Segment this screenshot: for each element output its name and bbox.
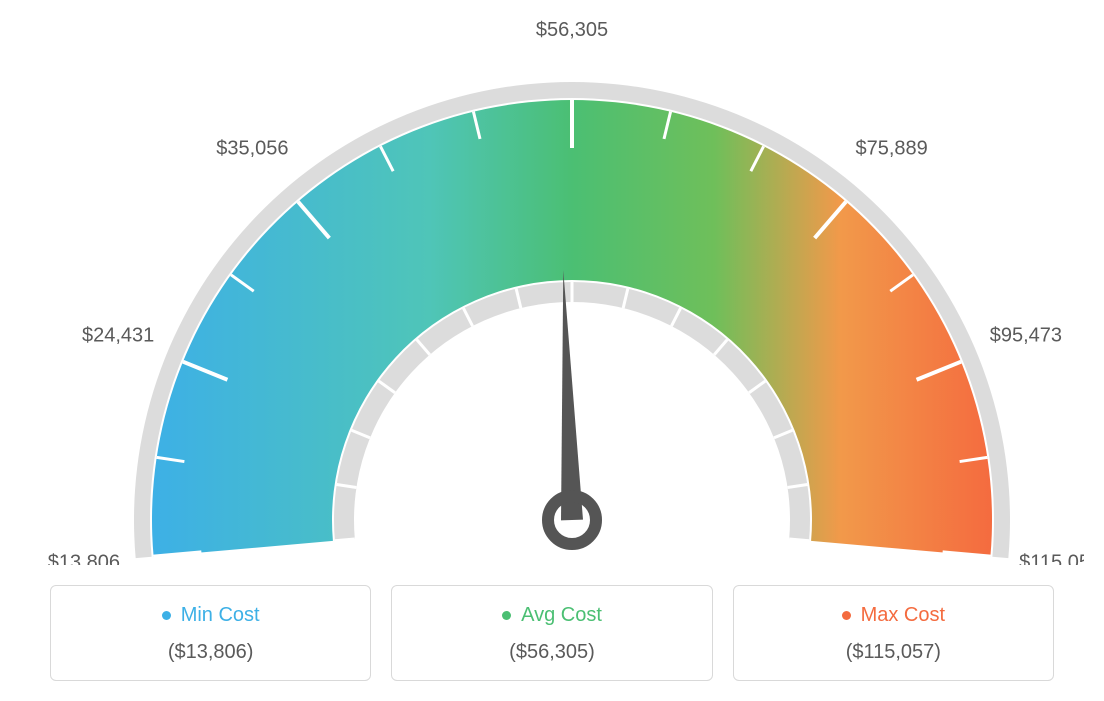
legend-card-avg: Avg Cost ($56,305) <box>391 585 712 681</box>
legend-dot-max <box>842 611 851 620</box>
svg-text:$24,431: $24,431 <box>82 324 154 346</box>
svg-text:$75,889: $75,889 <box>855 138 927 160</box>
legend-label-min: Min Cost <box>181 604 260 627</box>
legend-title-avg: Avg Cost <box>502 604 602 627</box>
legend-card-max: Max Cost ($115,057) <box>733 585 1054 681</box>
svg-text:$56,305: $56,305 <box>536 20 608 41</box>
legend-value-max: ($115,057) <box>744 641 1043 664</box>
legend-title-max: Max Cost <box>842 604 945 627</box>
gauge-chart: $13,806 $24,431 $35,056 $56,305 $75,889 $95,4… <box>20 20 1084 565</box>
legend-label-max: Max Cost <box>861 604 945 627</box>
svg-text:$115,057: $115,057 <box>1019 552 1084 565</box>
legend-label-avg: Avg Cost <box>521 604 602 627</box>
legend-card-min: Min Cost ($13,806) <box>50 585 371 681</box>
svg-text:$95,473: $95,473 <box>990 324 1062 346</box>
svg-text:$13,806: $13,806 <box>48 552 120 565</box>
legend-value-min: ($13,806) <box>61 641 360 664</box>
legend-title-min: Min Cost <box>162 604 260 627</box>
legend-value-avg: ($56,305) <box>402 641 701 664</box>
legend-dot-avg <box>502 611 511 620</box>
legend-row: Min Cost ($13,806) Avg Cost ($56,305) Ma… <box>20 585 1084 681</box>
svg-text:$35,056: $35,056 <box>216 138 288 160</box>
gauge-container: $13,806 $24,431 $35,056 $56,305 $75,889 $95,4… <box>20 20 1084 565</box>
legend-dot-min <box>162 611 171 620</box>
